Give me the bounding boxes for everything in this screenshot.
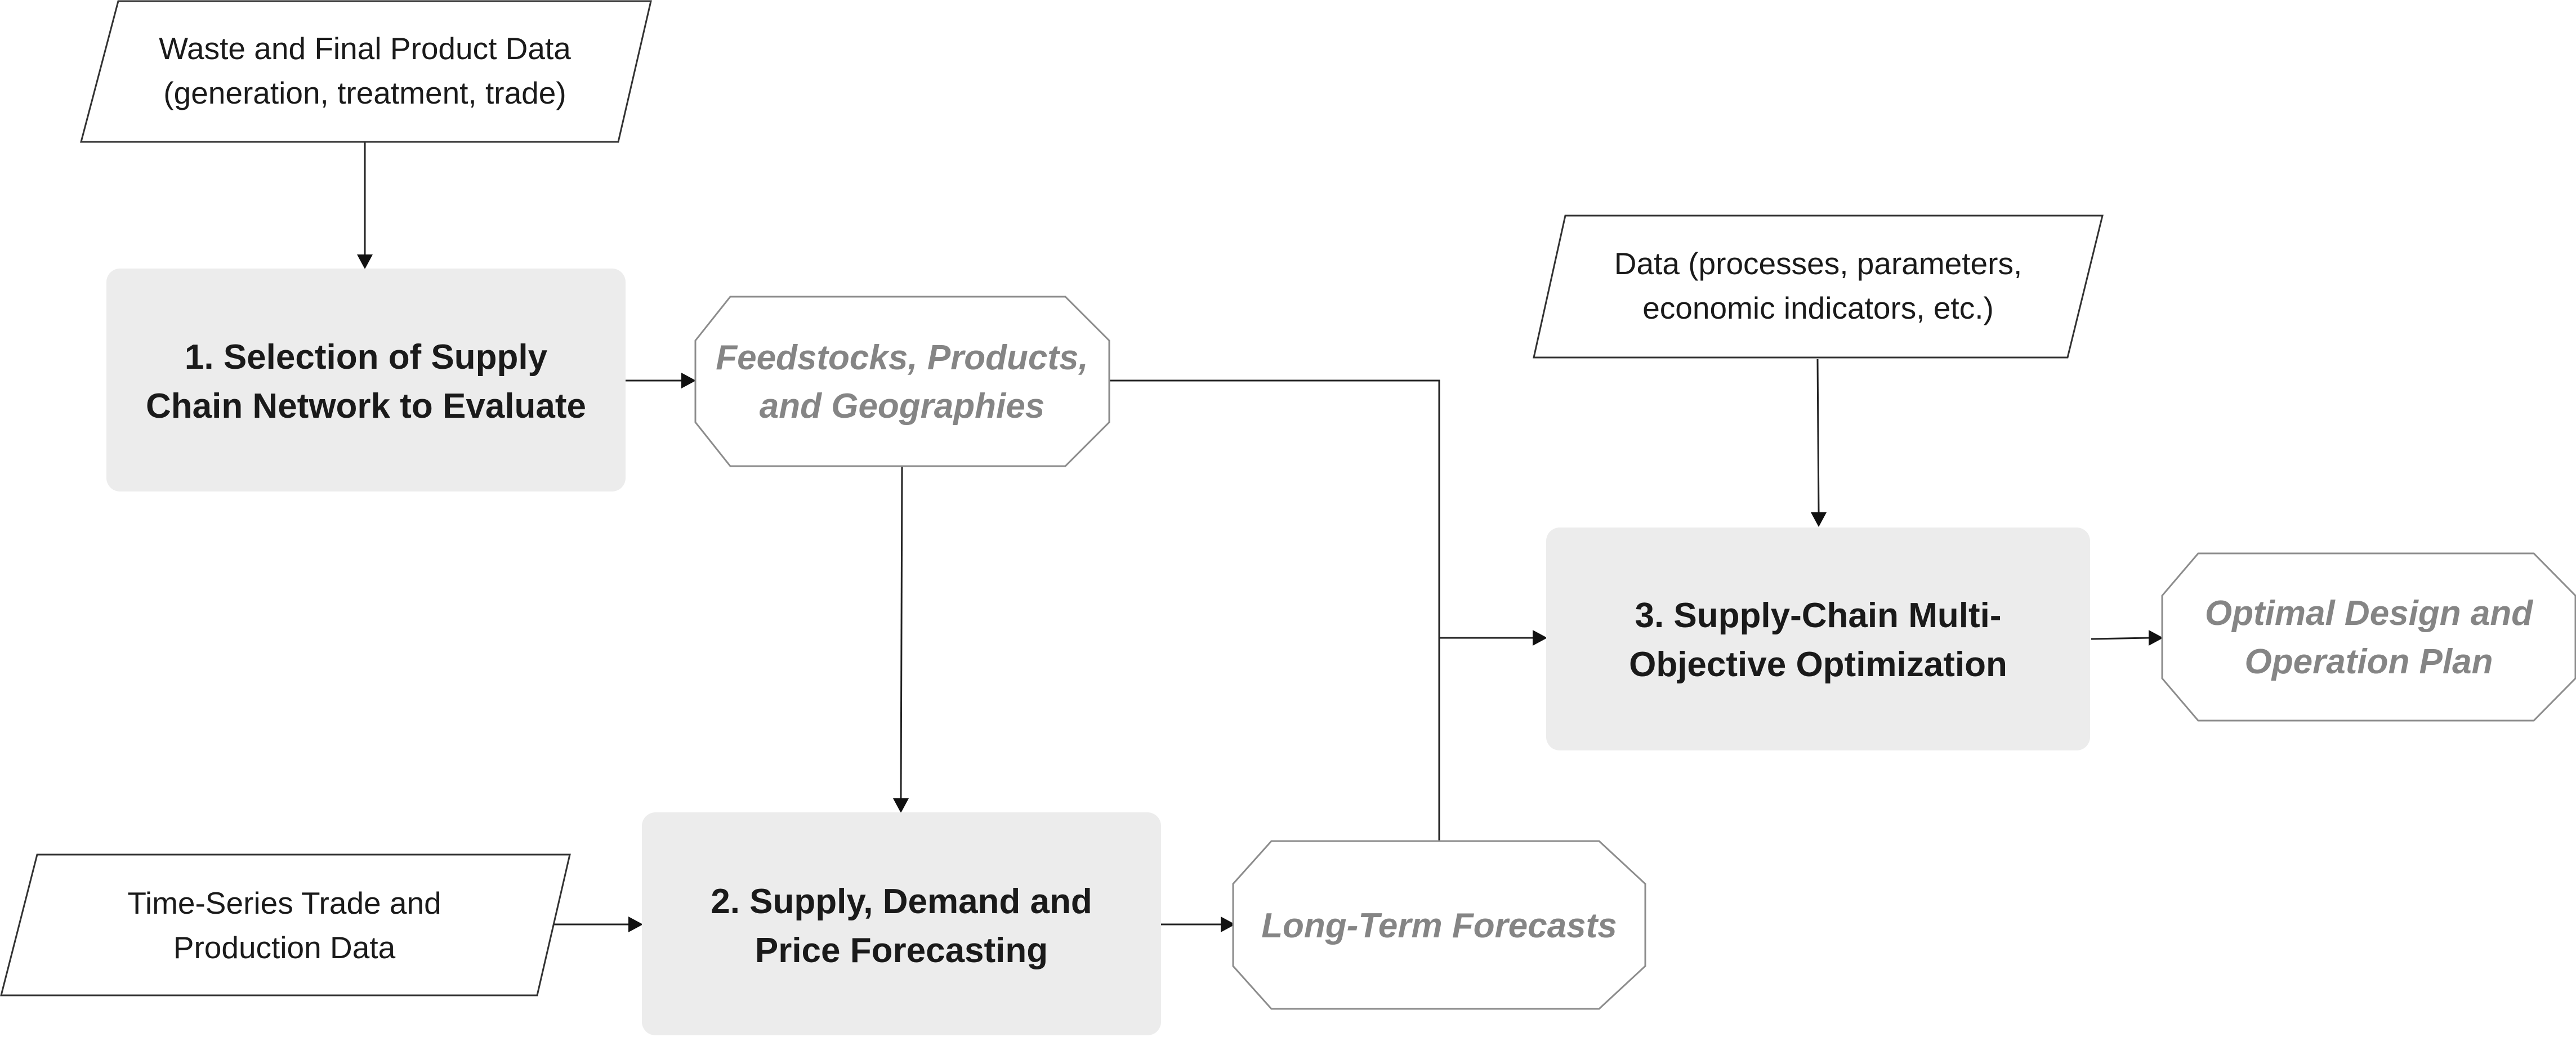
parallelogram-shape	[0, 853, 571, 996]
arrowhead-right-icon	[628, 917, 643, 932]
output-node-feedstocks: Feedstocks, Products, and Geographies	[694, 296, 1110, 467]
connectors	[357, 142, 2163, 932]
output-node-optimal-plan: Optimal Design and Operation Plan	[2161, 552, 2576, 722]
octagon-shape	[2161, 552, 2576, 722]
parallelogram-shape	[1533, 214, 2104, 359]
output-feedstocks-line-2: and Geographies	[760, 387, 1044, 426]
process-selection-line-1: 1. Selection of Supply	[185, 338, 548, 377]
input-opt-data-line-2: economic indicators, etc.)	[1642, 290, 1994, 325]
arrowhead-right-icon	[1533, 630, 1547, 646]
output-feedstocks-line-1: Feedstocks, Products,	[716, 338, 1088, 377]
output-node-forecasts: Long-Term Forecasts	[1232, 840, 1646, 1010]
process-selection-line-2: Chain Network to Evaluate	[146, 387, 586, 426]
edge-optimization-to-plan	[2091, 637, 2149, 640]
arrowhead-right-icon	[681, 373, 696, 388]
process-forecasting-line-2: Price Forecasting	[755, 931, 1048, 970]
process-box	[1546, 528, 2090, 750]
input-node-optimization-data: Data (processes, parameters, economic in…	[1533, 214, 2104, 359]
parallelogram-shape	[80, 0, 652, 143]
edge-feedstocks-to-optimization	[1109, 379, 1440, 638]
input-waste-data-line-1: Waste and Final Product Data	[159, 31, 571, 66]
process-forecasting-line-1: 2. Supply, Demand and	[711, 882, 1092, 921]
octagon-shape	[1232, 840, 1646, 1010]
input-timeseries-line-1: Time-Series Trade and	[127, 886, 441, 920]
arrowhead-right-icon	[1221, 917, 1235, 932]
arrowhead-down-icon	[1811, 512, 1827, 527]
edge-feedstocks-to-forecasting	[900, 466, 903, 799]
input-opt-data-line-1: Data (processes, parameters,	[1614, 246, 2022, 281]
output-plan-line-2: Operation Plan	[2245, 642, 2493, 681]
arrowhead-right-icon	[2149, 630, 2163, 646]
arrowhead-down-icon	[357, 254, 373, 269]
input-node-waste-data: Waste and Final Product Data (generation…	[80, 0, 652, 143]
process-node-forecasting: 2. Supply, Demand and Price Forecasting	[642, 812, 1161, 1035]
input-timeseries-line-2: Production Data	[173, 930, 396, 965]
output-plan-line-1: Optimal Design and	[2205, 594, 2533, 633]
process-node-optimization: 3. Supply-Chain Multi- Objective Optimiz…	[1546, 528, 2090, 750]
process-node-selection: 1. Selection of Supply Chain Network to …	[106, 269, 626, 491]
octagon-shape	[694, 296, 1110, 467]
process-box	[642, 812, 1161, 1035]
process-box	[106, 269, 626, 491]
input-node-time-series-data: Time-Series Trade and Production Data	[0, 853, 571, 996]
process-optimization-line-1: 3. Supply-Chain Multi-	[1635, 596, 2002, 635]
output-forecasts-line-1: Long-Term Forecasts	[1261, 906, 1617, 945]
process-optimization-line-2: Objective Optimization	[1629, 645, 2007, 684]
input-waste-data-line-2: (generation, treatment, trade)	[163, 75, 566, 110]
edge-opt-data-to-optimization	[1816, 359, 1820, 513]
arrowhead-down-icon	[893, 798, 909, 813]
